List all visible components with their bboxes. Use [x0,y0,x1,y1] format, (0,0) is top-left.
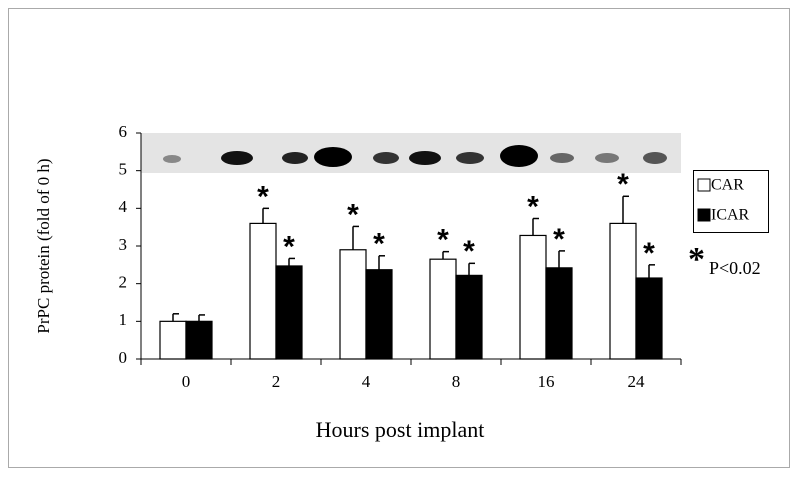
bar [455,274,483,360]
significance: * [643,237,655,270]
significance: * [437,224,449,257]
bar [429,258,457,360]
blot [141,133,681,173]
x-tick-label: 2 [272,372,281,391]
significance: * [347,198,359,231]
y-tick-label: 3 [119,235,128,254]
significance: * [257,180,269,213]
bar [545,267,573,360]
legend-label: ICAR [711,207,750,224]
bar [249,222,277,360]
legend-swatch [697,208,711,222]
y-tick-label: 4 [119,197,128,216]
bar [365,269,393,360]
frame [8,8,790,468]
x-tick-label: 8 [452,372,461,391]
legend-label: CAR [711,177,744,194]
significance: * [283,230,295,263]
bar [609,222,637,360]
x-tick-label: 16 [538,372,555,391]
bar [275,265,303,360]
note-symbol: * [688,241,705,278]
significance: * [373,228,385,261]
x-tick-label: 24 [628,372,646,391]
significance: * [553,223,565,256]
significance: * [463,235,475,268]
significance: * [617,168,629,201]
y-tick-label: 5 [119,160,128,179]
bar [519,234,547,360]
bar [159,320,187,360]
y-axis-title: PrPC protein (fold of 0 h) [34,158,53,333]
x-axis-title: Hours post implant [316,417,485,442]
bar [339,249,367,360]
bar [185,320,213,360]
x-tick-label: 0 [182,372,191,391]
x-tick-label: 4 [362,372,371,391]
y-tick-label: 1 [119,310,128,329]
bar [635,277,663,360]
note: P<0.02 [709,258,761,278]
y-tick-label: 2 [119,273,128,292]
significance: * [527,190,539,223]
legend-swatch [697,178,711,192]
y-tick-label: 6 [119,122,128,141]
y-tick-label: 0 [119,348,128,367]
